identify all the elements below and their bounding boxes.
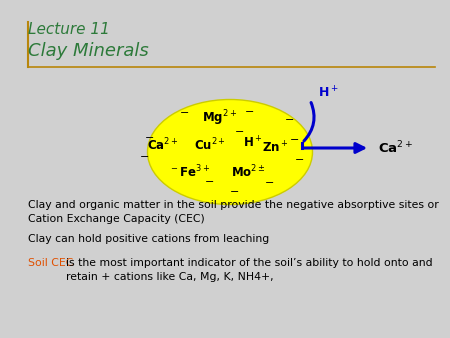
Text: Soil CEC: Soil CEC (28, 258, 73, 268)
Text: Zn$^+$: Zn$^+$ (262, 140, 288, 156)
Text: Lecture 11: Lecture 11 (28, 22, 110, 37)
Text: −: − (235, 127, 245, 137)
Text: Cu$^{2+}$: Cu$^{2+}$ (194, 137, 226, 153)
Text: −: − (245, 107, 255, 117)
Text: H$^+$: H$^+$ (318, 86, 339, 101)
Text: Clay can hold positive cations from leaching: Clay can hold positive cations from leac… (28, 234, 269, 244)
Text: Mg$^{2+}$: Mg$^{2+}$ (202, 108, 238, 128)
Text: Clay and organic matter in the soil provide the negative absorptive sites or
Cat: Clay and organic matter in the soil prov… (28, 200, 439, 224)
Text: H$^+$: H$^+$ (243, 135, 263, 151)
Ellipse shape (148, 99, 312, 204)
Text: −: − (145, 133, 155, 143)
Text: −: − (295, 155, 305, 165)
Text: −: − (290, 135, 300, 145)
Text: Ca$^{2+}$: Ca$^{2+}$ (378, 140, 413, 156)
Text: −: − (285, 115, 295, 125)
Text: $^-$Fe$^{3+}$: $^-$Fe$^{3+}$ (169, 164, 211, 180)
Text: −: − (180, 108, 190, 118)
Text: −: − (266, 178, 274, 188)
Text: Clay Minerals: Clay Minerals (28, 42, 149, 60)
Text: Ca$^{2+}$: Ca$^{2+}$ (147, 137, 179, 153)
Text: Mo$^{2\pm}$: Mo$^{2\pm}$ (231, 164, 266, 180)
Text: −: − (140, 152, 150, 162)
Text: is the most important indicator of the soil’s ability to hold onto and
retain + : is the most important indicator of the s… (66, 258, 432, 282)
Text: −: − (205, 177, 215, 187)
Text: −: − (230, 187, 240, 197)
